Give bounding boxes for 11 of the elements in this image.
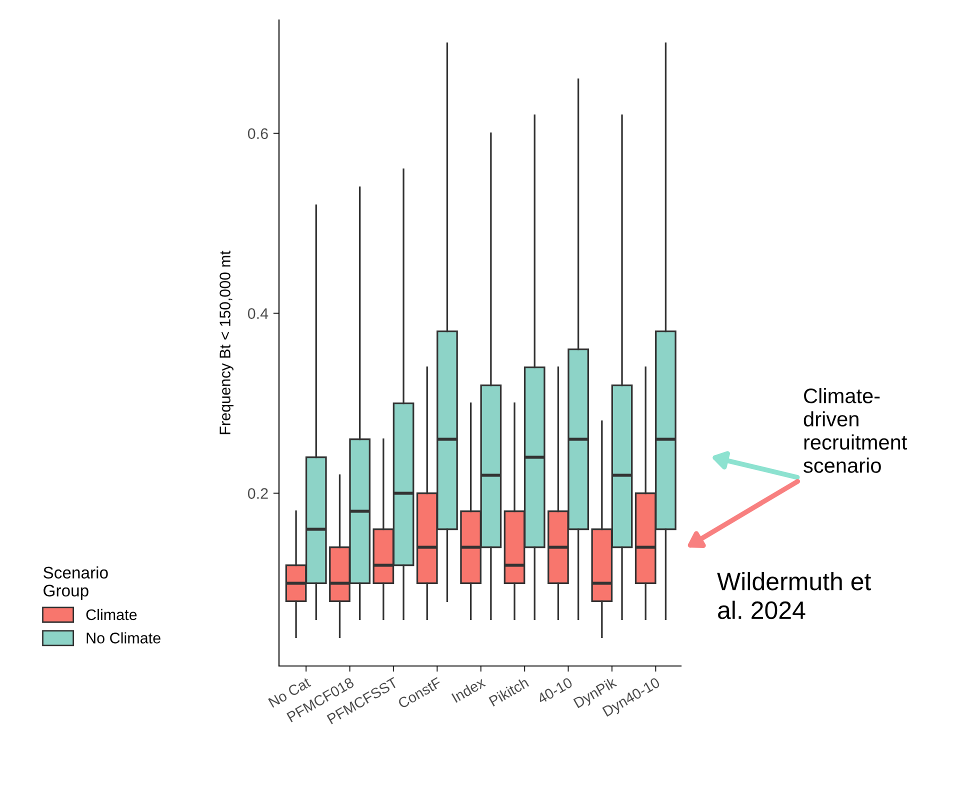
y-axis-title: Frequency Bt < 150,000 mt: [220, 250, 234, 434]
y-tick-label: 0.6: [248, 128, 268, 140]
y-tick-label: 0.4: [248, 308, 268, 319]
legend-label: Climate: [86, 608, 137, 620]
legend-label: No Climate: [86, 632, 160, 644]
legend-title: Scenario Group: [44, 566, 108, 600]
y-tick-label: 0.2: [248, 488, 268, 499]
x-tick-label: 40-10: [536, 677, 574, 704]
x-tick-label: Index: [451, 676, 486, 703]
text: Wildermuth et al. 2024: [717, 572, 872, 620]
text: Climate- driven recruitment scenario: [804, 388, 908, 473]
